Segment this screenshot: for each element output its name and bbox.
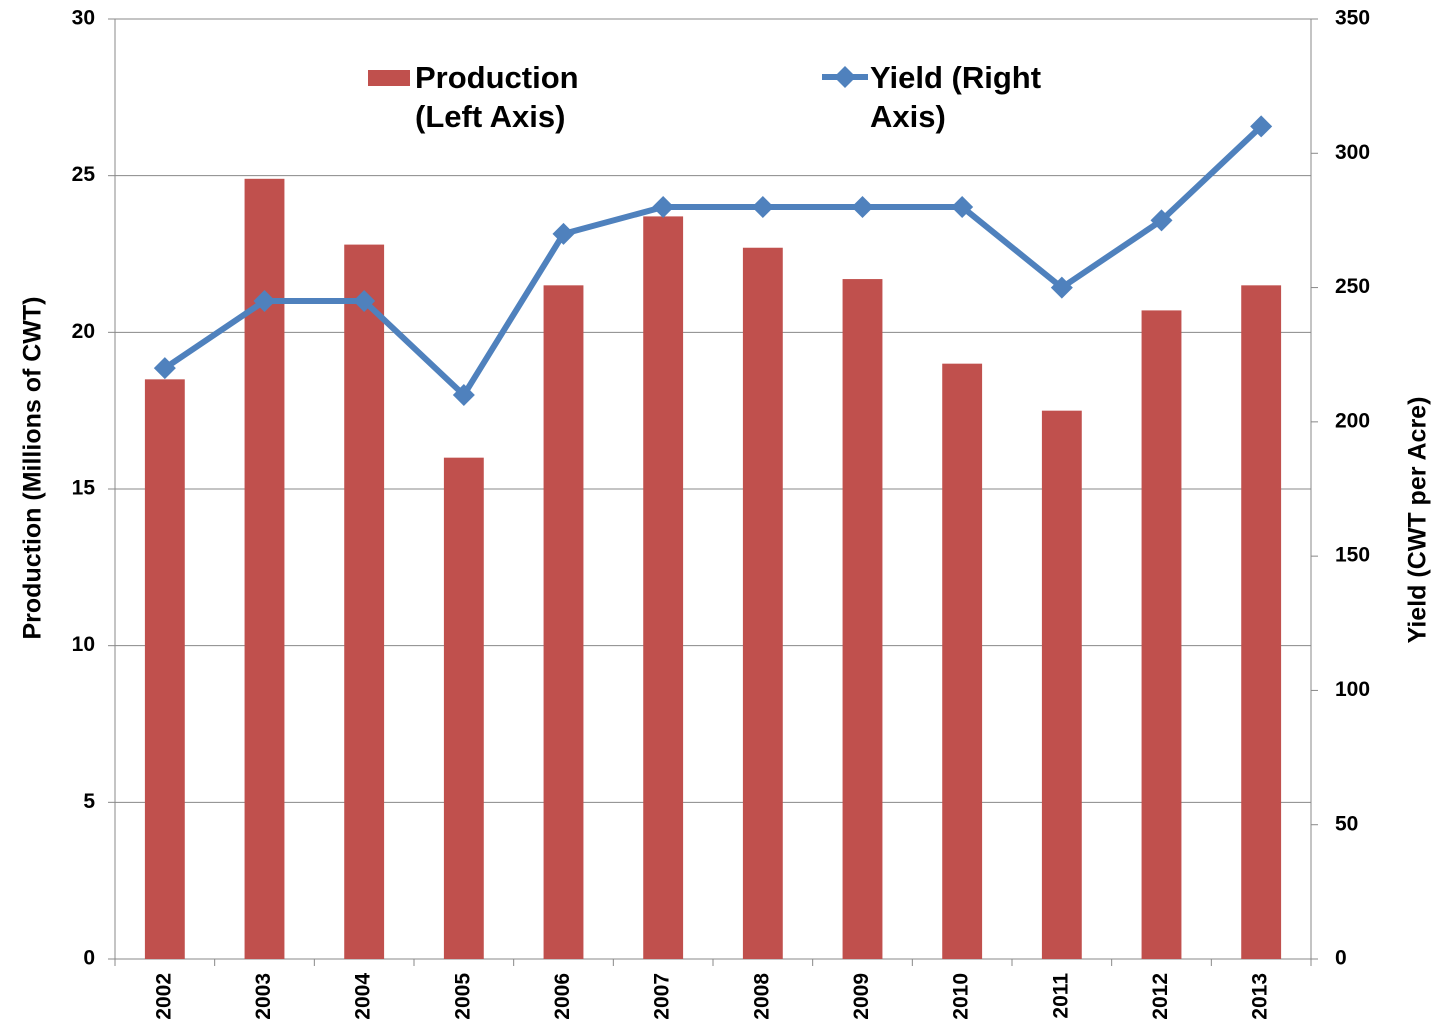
y2-tick-label: 50 bbox=[1335, 812, 1358, 835]
bar bbox=[443, 457, 484, 959]
bar bbox=[1241, 285, 1282, 959]
bar bbox=[543, 285, 584, 959]
marker bbox=[1250, 115, 1273, 138]
line bbox=[163, 124, 1264, 398]
y-tick-label: 10 bbox=[72, 633, 95, 656]
marker bbox=[253, 290, 276, 312]
x-tick-label: 2007 bbox=[651, 973, 674, 1020]
bar bbox=[942, 363, 983, 960]
bar bbox=[643, 216, 684, 959]
marker bbox=[153, 357, 176, 380]
y2-tick-label: 150 bbox=[1335, 544, 1370, 567]
bar bbox=[1041, 410, 1082, 960]
marker bbox=[851, 196, 874, 218]
bar bbox=[144, 379, 185, 959]
x-tick-label: 2005 bbox=[451, 973, 474, 1020]
x-tick-label: 2012 bbox=[1149, 973, 1172, 1020]
y-axis-title: Production (Millions of CWT) bbox=[19, 297, 47, 640]
y2-axis-title: Yield (CWT per Acre) bbox=[1404, 397, 1432, 644]
y-tick-label: 25 bbox=[72, 163, 96, 186]
y2-tick-label: 0 bbox=[1335, 947, 1347, 970]
y-tick-label: 5 bbox=[83, 790, 95, 813]
x-tick-label: 2011 bbox=[1049, 973, 1072, 1019]
x-tick-label: 2002 bbox=[152, 973, 175, 1020]
bar bbox=[344, 244, 385, 960]
y-tick-label: 30 bbox=[72, 7, 95, 30]
y2-tick-label: 250 bbox=[1335, 275, 1370, 298]
marker bbox=[1150, 209, 1173, 232]
x-tick-label: 2010 bbox=[950, 973, 973, 1020]
y2-tick-label: 100 bbox=[1335, 678, 1370, 701]
legend-label: Production (Left Axis) bbox=[415, 60, 579, 134]
y-tick-label: 0 bbox=[83, 947, 95, 970]
marker bbox=[652, 196, 675, 218]
bar bbox=[1141, 310, 1182, 959]
bar bbox=[842, 279, 883, 960]
legend-label: Yield (Right Axis) bbox=[870, 60, 1042, 134]
marker bbox=[951, 196, 974, 218]
legend-swatch bbox=[368, 70, 410, 86]
x-tick-label: 2003 bbox=[252, 973, 275, 1020]
marker bbox=[353, 290, 376, 312]
y-tick-label: 15 bbox=[72, 477, 96, 500]
y-tick-label: 20 bbox=[72, 320, 95, 343]
y2-tick-label: 300 bbox=[1335, 141, 1370, 164]
y2-tick-label: 200 bbox=[1335, 409, 1370, 432]
x-tick-label: 2013 bbox=[1249, 973, 1272, 1020]
x-tick-label: 2006 bbox=[551, 973, 574, 1020]
legend-swatch bbox=[834, 66, 856, 88]
x-tick-label: 2008 bbox=[750, 973, 773, 1020]
x-tick-label: 2009 bbox=[850, 973, 873, 1020]
y2-tick-label: 350 bbox=[1335, 7, 1370, 30]
x-tick-label: 2004 bbox=[352, 973, 375, 1020]
marker bbox=[1050, 276, 1073, 299]
marker bbox=[751, 196, 774, 218]
marker bbox=[452, 384, 475, 406]
marker bbox=[552, 222, 575, 245]
bar bbox=[742, 247, 783, 959]
